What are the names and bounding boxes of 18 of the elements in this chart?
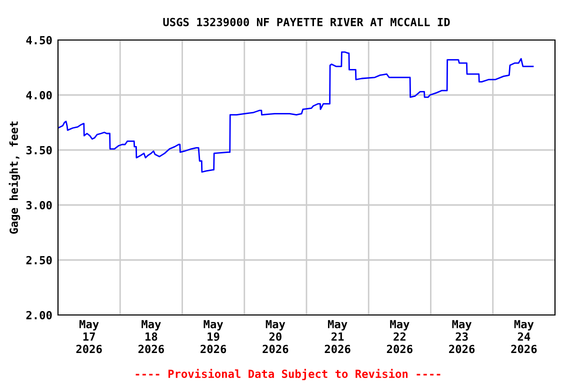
y-tick-label: 4.50 (26, 36, 52, 44)
y-tick-label: 3.50 (26, 146, 52, 154)
y-tick-label: 2.50 (26, 256, 52, 264)
x-tick-label: May 23 2026 (449, 320, 475, 354)
y-axis-title: Gage height, feet (8, 122, 20, 234)
x-tick-label: May 22 2026 (386, 320, 412, 354)
y-tick-label: 2.00 (26, 310, 52, 320)
y-tick-label: 3.00 (26, 200, 52, 210)
x-tick-label: May 20 2026 (262, 320, 288, 354)
x-tick-label: May 24 2026 (511, 320, 537, 354)
text: ---- Provisional Data Subject to Revision ---- (136, 368, 440, 380)
chart-title: USGS 13239000 NF PAYETTE RIVER AT MCCALL ID (163, 18, 450, 26)
x-tick-label: May 21 2026 (324, 320, 350, 354)
y-tick-label: 4.00 (26, 90, 52, 100)
x-tick-label: May 19 2026 (200, 320, 226, 354)
line-series (58, 51, 534, 173)
x-tick-label: May 18 2026 (138, 320, 164, 354)
x-tick-label: May 17 2026 (76, 320, 102, 354)
